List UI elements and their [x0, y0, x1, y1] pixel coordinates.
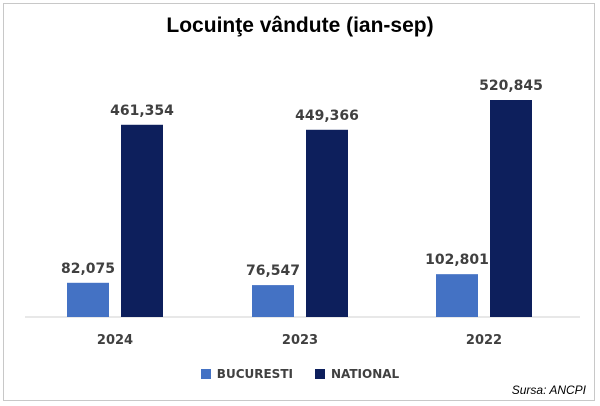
data-label-national-2024: 461,354 — [110, 103, 174, 119]
bar-national-2022 — [490, 100, 532, 317]
bar-bucuresti-2024 — [67, 282, 109, 317]
legend-swatch-national — [314, 369, 325, 379]
bar-bucuresti-2023 — [252, 285, 294, 317]
data-label-bucuresti-2023: 76,547 — [246, 263, 300, 279]
data-label-national-2022: 520,845 — [479, 78, 543, 94]
category-label-2023: 2023 — [282, 333, 318, 348]
legend-item-bucuresti: BUCURESTI — [200, 367, 293, 381]
bars-group: 82,075 461,354 2024 76,547 449,366 2023 102,80… — [61, 78, 543, 348]
legend-swatch-bucuresti — [200, 369, 211, 379]
category-label-2022: 2022 — [466, 333, 502, 348]
legend: BUCURESTI NATIONAL — [0, 367, 600, 381]
data-label-national-2023: 449,366 — [295, 108, 359, 124]
bar-bucuresti-2022 — [436, 274, 478, 317]
bar-national-2024 — [121, 124, 163, 318]
legend-label-national: NATIONAL — [330, 367, 400, 381]
bar-national-2023 — [306, 129, 348, 317]
legend-item-national: NATIONAL — [314, 367, 400, 381]
legend-label-bucuresti: BUCURESTI — [216, 367, 293, 381]
data-label-bucuresti-2024: 82,075 — [61, 261, 115, 277]
category-label-2024: 2024 — [97, 333, 133, 348]
chart-title: Locuinţe vândute (ian-sep) — [166, 14, 434, 37]
data-label-bucuresti-2022: 102,801 — [425, 252, 489, 268]
source-note: Sursa: ANCPI — [511, 383, 586, 397]
